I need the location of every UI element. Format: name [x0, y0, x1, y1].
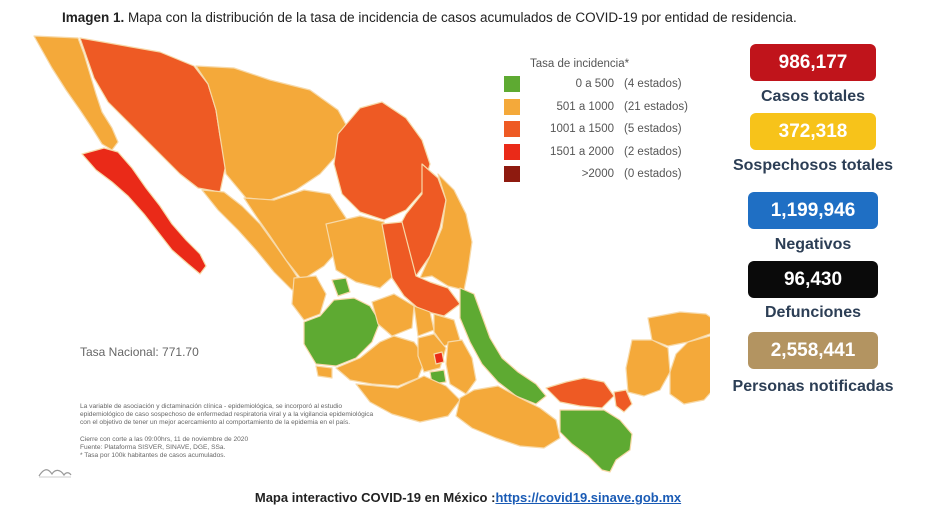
- caption-text: Mapa con la distribución de la tasa de i…: [128, 10, 797, 25]
- footer: Mapa interactivo COVID-19 en México :htt…: [0, 490, 936, 505]
- map-legend: Tasa de incidencia* 0 a 500 (4 estados) …: [504, 58, 688, 186]
- note-line: * Tasa por 100k habitantes de casos acum…: [80, 452, 226, 460]
- stat-personas-notificadas-value: 2,558,441: [748, 332, 878, 369]
- state-guanajuato[interactable]: [371, 293, 415, 337]
- national-rate: Tasa Nacional: 771.70: [80, 345, 199, 359]
- legend-item: 1001 a 1500 (5 estados): [504, 118, 688, 141]
- legend-count: (2 estados): [624, 145, 682, 158]
- legend-item: 501 a 1000 (21 estados): [504, 96, 688, 119]
- legend-count: (4 estados): [624, 78, 682, 91]
- state-campeche-main[interactable]: [625, 339, 671, 397]
- state-tamaulipas[interactable]: [419, 173, 473, 291]
- legend-item: 0 a 500 (4 estados): [504, 73, 688, 96]
- note-line: Fuente: Plataforma SISVER, SINAVE, DGE, …: [80, 444, 226, 452]
- legend-title: Tasa de incidencia*: [530, 58, 630, 70]
- state-tabasco[interactable]: [545, 377, 615, 409]
- caption-prefix: Imagen 1.: [62, 10, 125, 25]
- state-nayarit[interactable]: [291, 275, 327, 321]
- legend-range: 1001 a 1500: [550, 123, 614, 136]
- agency-logo-icon: [38, 469, 72, 478]
- legend-count: (0 estados): [624, 168, 682, 181]
- legend-swatch: [504, 143, 520, 160]
- stat-casos-totales-label: Casos totales: [760, 88, 866, 105]
- state-aguascalientes[interactable]: [331, 277, 351, 297]
- note-line: La variable de asociación y dictaminació…: [80, 403, 343, 410]
- figure-caption: Imagen 1. Mapa con la distribución de la…: [62, 10, 797, 25]
- state-baja-california-sur[interactable]: [81, 147, 207, 275]
- state-guerrero[interactable]: [355, 375, 461, 423]
- state-oaxaca[interactable]: [455, 385, 561, 449]
- map-notes: La variable de asociación y dictaminació…: [80, 403, 440, 460]
- legend-range: 501 a 1000: [556, 100, 614, 113]
- state-quintana-roo[interactable]: [669, 335, 710, 405]
- legend-swatch: [504, 166, 520, 183]
- legend-item: 1501 a 2000 (2 estados): [504, 141, 688, 164]
- legend-count: (5 estados): [624, 123, 682, 136]
- footer-text: Mapa interactivo COVID-19 en México :: [254, 490, 496, 505]
- legend-count: (21 estados): [624, 100, 688, 113]
- stat-negativos-label: Negativos: [774, 236, 852, 253]
- note-line: epidemiológico de caso sospechoso de enf…: [80, 411, 374, 419]
- state-campeche[interactable]: [613, 389, 633, 413]
- stat-sospechosos-totales-value: 372,318: [750, 113, 876, 150]
- state-jalisco[interactable]: [303, 297, 381, 367]
- state-puebla[interactable]: [445, 339, 477, 395]
- legend-swatch: [504, 76, 520, 93]
- note-line: con el objetivo de tener un mejor acerca…: [80, 419, 351, 427]
- legend-swatch: [504, 121, 520, 138]
- state-colima[interactable]: [315, 365, 333, 379]
- stat-negativos-value: 1,199,946: [748, 192, 878, 229]
- stat-defunciones-label: Defunciones: [764, 304, 861, 321]
- state-chihuahua[interactable]: [195, 65, 351, 201]
- legend-item: >2000 (0 estados): [504, 163, 688, 186]
- state-veracruz[interactable]: [459, 287, 547, 405]
- stat-casos-totales-value: 986,177: [750, 44, 876, 81]
- stat-personas-notificadas-label: Personas notificadas: [732, 378, 894, 395]
- stat-defunciones-value: 96,430: [748, 261, 878, 298]
- state-sonora[interactable]: [79, 37, 227, 193]
- legend-range: 1501 a 2000: [550, 145, 614, 158]
- legend-swatch: [504, 98, 520, 115]
- state-chiapas[interactable]: [559, 409, 633, 473]
- state-baja-california[interactable]: [33, 35, 119, 151]
- mexico-map: [33, 35, 710, 473]
- footer-link[interactable]: https://covid19.sinave.gob.mx: [495, 490, 682, 505]
- legend-range: >2000: [581, 168, 614, 181]
- note-line: [80, 428, 440, 436]
- stat-sospechosos-totales-label: Sospechosos totales: [732, 157, 894, 174]
- note-line: Cierre con corte a las 09:00hrs, 11 de n…: [80, 435, 249, 443]
- legend-range: 0 a 500: [575, 78, 614, 91]
- state-cdmx[interactable]: [433, 351, 445, 365]
